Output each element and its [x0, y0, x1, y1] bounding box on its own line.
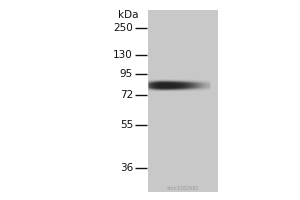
Text: kDa: kDa	[118, 10, 139, 20]
Text: 55: 55	[120, 120, 133, 130]
Text: abin3282682: abin3282682	[167, 186, 199, 192]
Text: 130: 130	[113, 50, 133, 60]
Bar	[148, 10, 218, 192]
Text: 250: 250	[113, 23, 133, 33]
Text: 72: 72	[120, 90, 133, 100]
Text: 36: 36	[120, 163, 133, 173]
Text: 95: 95	[120, 69, 133, 79]
